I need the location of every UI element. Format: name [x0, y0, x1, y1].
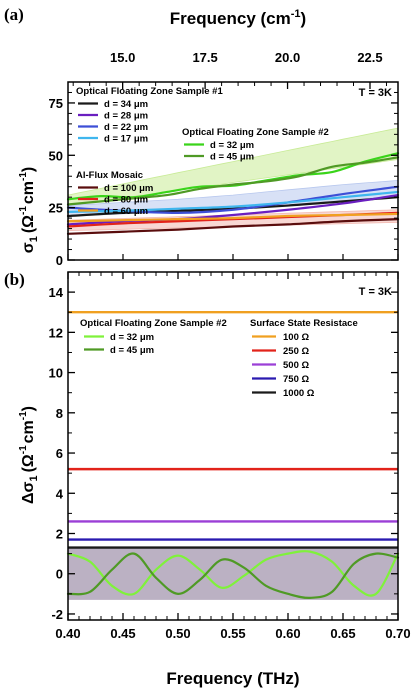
panel-b-legend-entry: d = 32 μm: [110, 332, 154, 343]
panel-b-legend-entry: d = 45 μm: [110, 345, 154, 356]
panel-b-y-axis-label: Δσ1(Ω-1cm-1): [18, 406, 40, 504]
panel-a-y-tick-label: 0: [56, 253, 63, 268]
panel-a-y-tick-label: 50: [49, 148, 63, 163]
panel-a-series-line: [66, 156, 400, 206]
panel-a-legend-entry: d = 28 μm: [104, 111, 148, 122]
panel-b-legend-title: Optical Floating Zone Sample #2: [80, 318, 227, 329]
panel-a-legend-entry: d = 32 μm: [210, 140, 254, 151]
panel-b-y-tick-label: 0: [56, 567, 63, 582]
panel-a-top-axis-label: Frequency (cm-1): [170, 8, 306, 28]
panel-b-x-axis-label: Frequency (THz): [166, 669, 299, 688]
panel-b-y-tick-label: 14: [49, 285, 64, 300]
panel-b-legend-entry: 100 Ω: [283, 332, 309, 343]
panel-b-y-tick-label: 12: [49, 325, 63, 340]
panel-a-legend-entry: d = 34 μm: [104, 99, 148, 110]
panel-a-legend-title: Optical Floating Zone Sample #1: [76, 86, 223, 97]
panel-b-x-tick-label: 0.55: [220, 626, 245, 641]
panel-a-series-line: [66, 212, 400, 223]
panel-b-y-tick-label: 10: [49, 366, 63, 381]
panel-b-legend-entry: 750 Ω: [283, 374, 309, 385]
panel-a-y-tick-label: 75: [49, 96, 63, 111]
panel-b-series-line: [66, 552, 400, 599]
panel-b-legend-entry: 500 Ω: [283, 360, 309, 371]
panel-a-series-line: [66, 218, 400, 235]
panel-a-temperature: T = 3K: [359, 87, 392, 99]
panel-b-y-tick-label: -2: [51, 607, 63, 622]
panel-b-legend-title: Surface State Resistace: [250, 318, 358, 329]
panel-b-x-tick-label: 0.40: [55, 626, 80, 641]
panel-a-y-axis-label: σ1(Ω-1cm-1): [18, 167, 40, 254]
panel-a-top-tick-label: 15.0: [110, 50, 135, 65]
panel-b-series-line: [66, 550, 400, 597]
panel-b-uncertainty-band: [68, 547, 398, 600]
panel-a-legend-title: Al-Flux Mosaic: [76, 170, 143, 181]
panel-b-x-tick-label: 0.50: [165, 626, 190, 641]
panel-b-x-tick-label: 0.70: [385, 626, 410, 641]
panel-a-legend-entry: d = 17 μm: [104, 134, 148, 145]
panel-b-x-tick-label: 0.60: [275, 626, 300, 641]
panel-b-legend-entry: 250 Ω: [283, 346, 309, 357]
panel-a-label: (a): [4, 5, 24, 24]
panel-b-y-tick-label: 2: [56, 527, 63, 542]
panel-a-series-line: [66, 190, 400, 213]
panel-a-legend-title: Optical Floating Zone Sample #2: [182, 127, 329, 138]
panel-a-legend-entry: d = 100 μm: [104, 183, 153, 194]
panel-a-top-tick-label: 22.5: [357, 50, 382, 65]
panel-a-legend-entry: d = 22 μm: [104, 122, 148, 133]
panel-a-legend-entry: d = 60 μm: [104, 206, 148, 217]
panel-b-y-tick-label: 8: [56, 406, 63, 421]
panel-a-top-tick-label: 20.0: [275, 50, 300, 65]
panel-a-legend-entry: d = 80 μm: [104, 195, 148, 206]
panel-b-y-tick-label: 4: [56, 486, 64, 501]
panel-b-x-tick-label: 0.65: [330, 626, 355, 641]
panel-a-top-tick-label: 17.5: [192, 50, 217, 65]
panel-b-legend-entry: 1000 Ω: [283, 388, 315, 399]
panel-b-y-tick-label: 6: [56, 446, 63, 461]
panel-a-legend-entry: d = 45 μm: [210, 152, 254, 163]
panel-b-label: (b): [4, 270, 25, 289]
panel-b-x-tick-label: 0.45: [110, 626, 135, 641]
panel-a-y-tick-label: 25: [49, 201, 63, 216]
panel-b-temperature: T = 3K: [359, 286, 392, 298]
